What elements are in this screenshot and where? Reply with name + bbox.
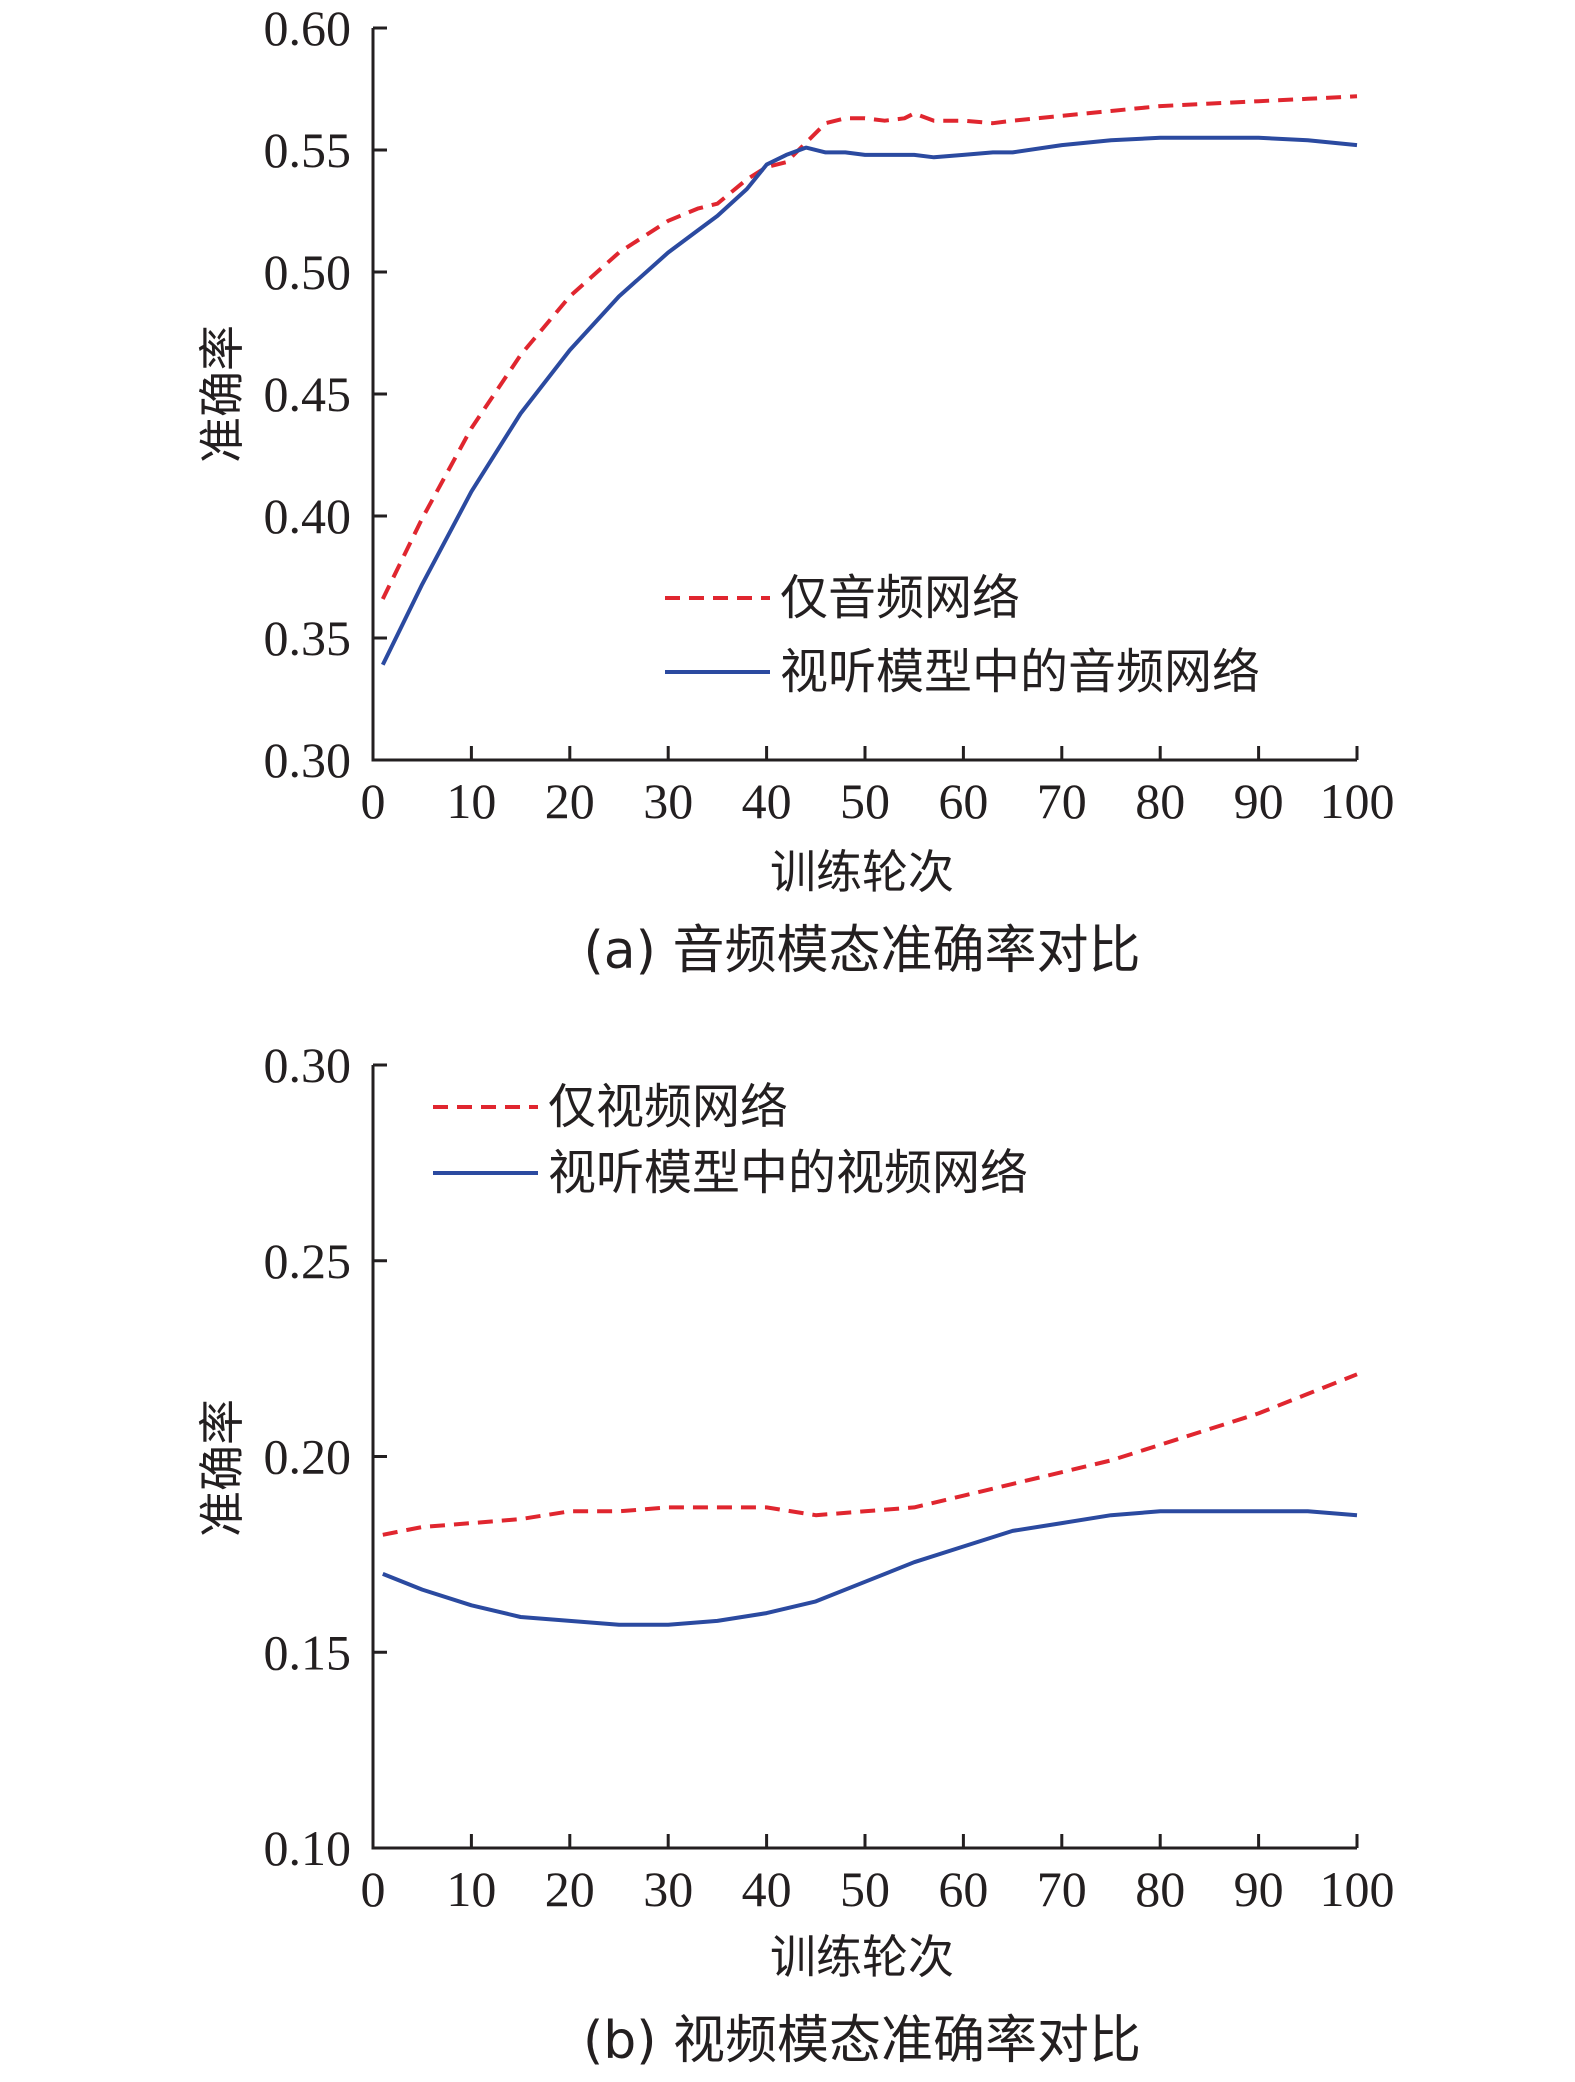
chart-a-caption: (a) 音频模态准确率对比 — [584, 921, 1141, 981]
chart-b-x-tick-label: 10 — [446, 1861, 496, 1917]
chart-b-x-tick-label: 70 — [1037, 1861, 1087, 1917]
chart-b-legend: 仅视频网络 视听模型中的视频网络 — [433, 1079, 1028, 1201]
chart-a-y-tick-label: 0.50 — [264, 244, 352, 300]
chart-b-legend-label-video-only: 仅视频网络 — [548, 1079, 788, 1135]
chart-a-x-axis-title: 训练轮次 — [770, 845, 954, 899]
chart-b-y-tick-label: 0.10 — [264, 1820, 352, 1876]
chart-a-x-tick-label: 100 — [1320, 773, 1395, 829]
chart-video-panel: 0.10 0.15 0.20 0.25 0.30 0 10 20 30 40 50 60 70 80 90… — [195, 1037, 1395, 2071]
chart-a-x-tick-label: 70 — [1037, 773, 1087, 829]
chart-a-x-tick-label: 50 — [840, 773, 890, 829]
chart-b-series-line-1 — [382, 1509, 1358, 1627]
chart-b-x-tick-label: 20 — [545, 1861, 595, 1917]
chart-a-y-tick-label: 0.35 — [264, 610, 352, 666]
chart-a-y-tick-label: 0.45 — [264, 366, 352, 422]
chart-a-x-tick-label: 30 — [643, 773, 693, 829]
chart-a-x-tick-label: 60 — [938, 773, 988, 829]
chart-b-x-tick-label: 60 — [938, 1861, 988, 1917]
chart-b-x-tick-label: 50 — [840, 1861, 890, 1917]
chart-b-y-tick-label: 0.20 — [264, 1429, 352, 1485]
chart-a-series-lines — [381, 94, 1358, 666]
chart-a-x-ticks: 0 10 20 30 40 50 60 70 80 90 100 — [361, 746, 1395, 829]
chart-a-x-tick-label: 10 — [446, 773, 496, 829]
chart-b-x-ticks: 0 10 20 30 40 50 60 70 80 90 100 — [361, 1834, 1395, 1917]
chart-b-x-tick-label: 30 — [643, 1861, 693, 1917]
chart-b-y-tick-label: 0.25 — [264, 1233, 352, 1289]
chart-b-x-tick-label: 80 — [1135, 1861, 1185, 1917]
chart-b-y-ticks: 0.10 0.15 0.20 0.25 0.30 — [264, 1037, 387, 1876]
chart-b-x-tick-label: 90 — [1234, 1861, 1284, 1917]
chart-a-y-tick-label: 0.60 — [264, 0, 352, 56]
chart-b-y-tick-label: 0.30 — [264, 1037, 352, 1093]
chart-b-y-tick-label: 0.15 — [264, 1624, 352, 1680]
chart-a-x-tick-label: 40 — [742, 773, 792, 829]
chart-a-legend-label-audio-only: 仅音频网络 — [780, 570, 1020, 626]
chart-a-series-line-1 — [381, 135, 1358, 666]
chart-b-series-lines — [382, 1372, 1358, 1627]
chart-b-caption: (b) 视频模态准确率对比 — [583, 2011, 1141, 2071]
chart-a-x-tick-label: 20 — [545, 773, 595, 829]
chart-b-x-tick-label: 40 — [742, 1861, 792, 1917]
chart-a-series-line-0 — [381, 94, 1358, 600]
chart-a-legend: 仅音频网络 视听模型中的音频网络 — [665, 570, 1260, 700]
chart-audio-panel: 0.30 0.35 0.40 0.45 0.50 0.55 0.60 0 10 20 30 40 50… — [195, 0, 1395, 981]
chart-b-y-axis-title: 准确率 — [195, 1399, 249, 1537]
chart-b-legend-label-av-video: 视听模型中的视频网络 — [548, 1145, 1028, 1201]
chart-b-x-tick-label: 100 — [1320, 1861, 1395, 1917]
chart-a-x-tick-label: 90 — [1234, 773, 1284, 829]
chart-b-x-tick-label: 0 — [361, 1861, 386, 1917]
chart-a-x-tick-label: 0 — [361, 773, 386, 829]
chart-a-y-tick-label: 0.55 — [264, 122, 352, 178]
chart-a-x-tick-label: 80 — [1135, 773, 1185, 829]
chart-a-y-tick-label: 0.40 — [264, 488, 352, 544]
chart-a-legend-label-av-audio: 视听模型中的音频网络 — [780, 644, 1260, 700]
chart-a-y-axis-title: 准确率 — [195, 325, 249, 463]
chart-b-x-axis-title: 训练轮次 — [770, 1930, 954, 1984]
chart-b-series-line-0 — [382, 1372, 1358, 1537]
chart-a-y-ticks: 0.30 0.35 0.40 0.45 0.50 0.55 0.60 — [264, 0, 387, 788]
chart-a-y-tick-label: 0.30 — [264, 732, 352, 788]
